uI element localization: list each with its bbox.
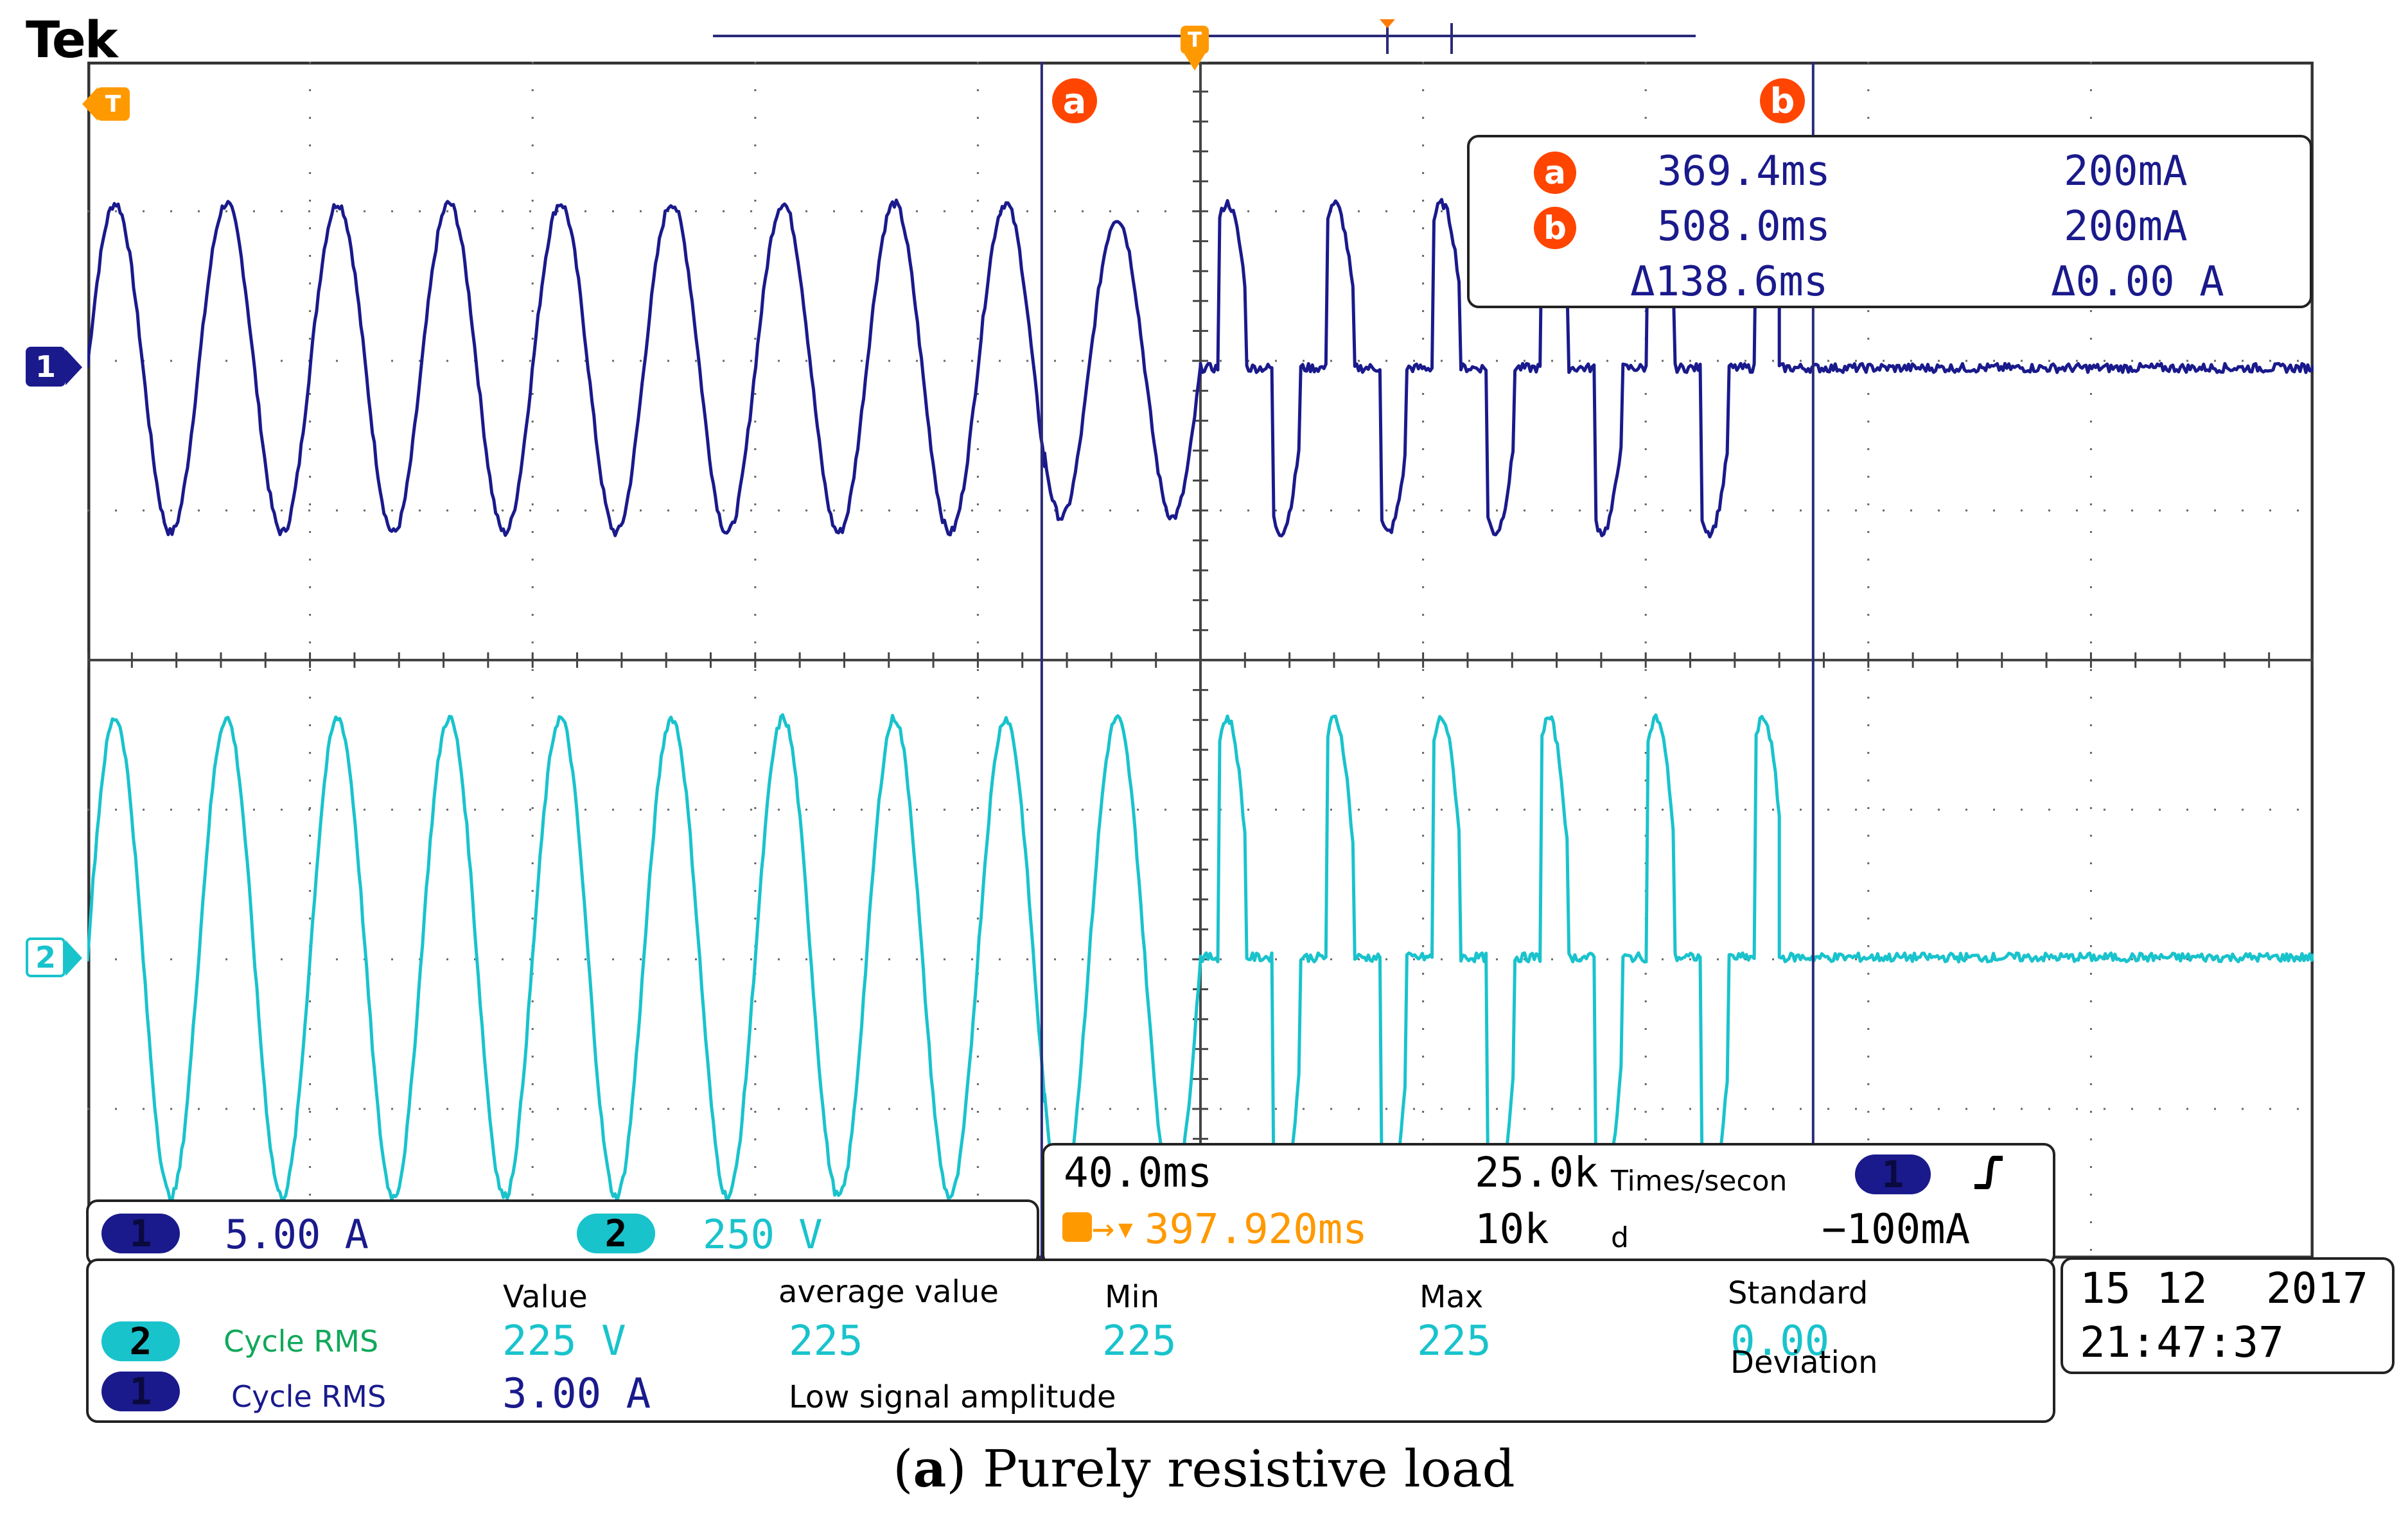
readout-a-time: 369.4ms xyxy=(1657,148,1831,195)
trigger-position-marker[interactable]: T xyxy=(1181,26,1211,81)
readout-a-icon: a xyxy=(1534,152,1576,194)
ch2-ground-marker[interactable]: 2 xyxy=(26,936,83,979)
year: 2017 xyxy=(2266,1264,2368,1313)
header-std-tail: Deviation xyxy=(1730,1345,1878,1381)
brand-logo: Tek xyxy=(26,12,118,69)
time: 21:47:37 xyxy=(2080,1318,2284,1367)
trigger-position[interactable]: 397.920ms xyxy=(1145,1206,1367,1253)
rising-edge-icon xyxy=(1974,1156,2003,1189)
trigger-left-icon: T xyxy=(96,87,130,121)
meas-row1-type: Cycle RMS xyxy=(224,1324,379,1359)
meas-row2-value: 3.00 A xyxy=(502,1370,651,1418)
ch1-scale-value: 5.00 A xyxy=(225,1211,369,1258)
measurement-panel: Value average value Min Max Standard 2 C… xyxy=(86,1259,2055,1423)
cursor-b-icon[interactable]: b xyxy=(1760,78,1805,123)
ch1-trace xyxy=(87,198,2314,539)
readout-b-value: 200mA xyxy=(2064,203,2188,250)
trigger-arrow: →▾ xyxy=(1092,1206,1137,1250)
time-per-div[interactable]: 40.0ms xyxy=(1064,1149,1213,1197)
ch1-marker-label: 1 xyxy=(26,347,66,387)
header-value: Value xyxy=(503,1279,588,1315)
header-std: Standard xyxy=(1728,1275,1868,1311)
ch1-scale-chip[interactable]: 1 xyxy=(101,1212,180,1255)
header-average: average value xyxy=(778,1274,999,1310)
meas-row2-note: Low signal amplitude xyxy=(789,1379,1116,1415)
ch2-marker-label: 2 xyxy=(26,937,66,977)
caption-open: ( xyxy=(893,1439,913,1499)
channel-scale-panel: 1 5.00 A 2 250 V xyxy=(86,1199,1039,1266)
ch2-scale-chip[interactable]: 2 xyxy=(577,1212,655,1255)
cursor-a-icon[interactable]: a xyxy=(1052,78,1097,123)
trigger-top-icon: T xyxy=(1181,26,1209,54)
caption-text: ) Purely resistive load xyxy=(946,1439,1515,1499)
meas-row1-channel[interactable]: 2 xyxy=(101,1320,180,1363)
trigger-level-marker[interactable]: T xyxy=(82,85,140,123)
sample-rate-unit-tail: d xyxy=(1611,1221,1629,1254)
datetime-panel: 15 12 2017 21:47:37 xyxy=(2061,1257,2395,1374)
record-length[interactable]: 10k xyxy=(1475,1206,1549,1253)
cursor-readout-panel: a 369.4ms 200mA b 508.0ms 200mA Δ138.6ms… xyxy=(1467,135,2312,308)
readout-b-time: 508.0ms xyxy=(1657,203,1831,250)
trigger-level[interactable]: −100mA xyxy=(1822,1206,1971,1253)
meas-row1-min: 225 xyxy=(1102,1318,1177,1365)
ch1-ground-marker[interactable]: 1 xyxy=(26,345,83,388)
readout-delta-time: Δ138.6ms xyxy=(1630,258,1829,306)
readout-a-value: 200mA xyxy=(2064,148,2188,195)
meas-row1-value: 225 V xyxy=(502,1318,626,1365)
meas-row2-channel[interactable]: 1 xyxy=(101,1370,180,1413)
meas-row1-max: 225 xyxy=(1417,1318,1491,1365)
trigger-position-icon xyxy=(1062,1212,1092,1242)
waveform-traces xyxy=(87,198,2314,1203)
readout-b-icon: b xyxy=(1534,207,1576,249)
sample-rate: 25.0k xyxy=(1475,1149,1599,1197)
caption-letter: a xyxy=(913,1438,947,1499)
readout-delta-value: Δ0.00 A xyxy=(2051,258,2224,306)
header-min: Min xyxy=(1105,1279,1160,1315)
meas-row1-std: 0.00 xyxy=(1730,1318,1830,1365)
ch2-trace xyxy=(87,713,2314,1203)
sample-rate-unit: Times/secon xyxy=(1611,1165,1788,1198)
timebase-panel: 40.0ms 25.0k Times/secon d 1 →▾ 397.920m… xyxy=(1042,1143,2055,1266)
meas-row2-type: Cycle RMS xyxy=(231,1379,387,1414)
header-max: Max xyxy=(1419,1279,1484,1315)
date: 15 12 xyxy=(2080,1264,2208,1313)
trigger-channel-chip[interactable]: 1 xyxy=(1855,1153,1931,1196)
ch2-scale-value: 250 V xyxy=(703,1211,823,1258)
figure-caption: (a) Purely resistive load xyxy=(0,1438,2408,1499)
meas-row1-average: 225 xyxy=(789,1318,863,1365)
